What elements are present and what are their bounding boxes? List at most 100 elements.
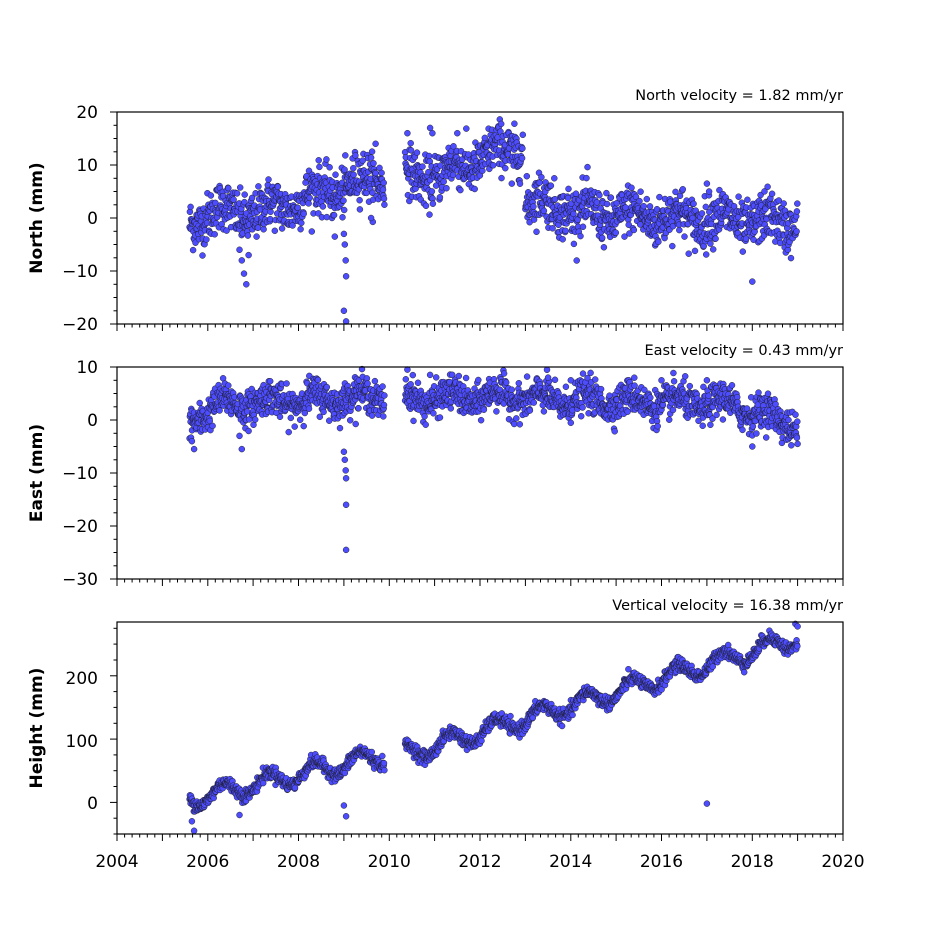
data-point — [523, 373, 531, 380]
data-point — [643, 195, 651, 203]
data-point — [793, 208, 801, 215]
data-point — [359, 157, 366, 164]
east-ytick-label: −30 — [62, 570, 98, 590]
data-point — [339, 214, 346, 221]
data-point — [241, 198, 248, 206]
data-point — [551, 175, 558, 182]
outlier-point — [238, 445, 246, 453]
data-point — [685, 250, 692, 257]
data-point — [519, 145, 526, 152]
data-point — [670, 369, 677, 377]
data-point — [241, 191, 248, 198]
east-ytick-label: 10 — [76, 358, 98, 378]
data-point — [587, 369, 594, 377]
data-point — [407, 139, 414, 147]
data-point — [187, 203, 194, 211]
data-point — [283, 380, 290, 387]
outlier-point — [342, 546, 350, 554]
data-point — [266, 215, 274, 223]
north-scatter-points — [186, 116, 801, 325]
north-velocity-annotation: North velocity = 1.82 mm/yr — [635, 88, 843, 104]
data-point — [577, 412, 585, 420]
data-point — [455, 372, 463, 380]
data-point — [573, 257, 580, 264]
data-point — [702, 251, 710, 258]
data-point — [368, 748, 376, 756]
data-point — [755, 389, 762, 396]
data-point — [776, 239, 784, 247]
data-point — [306, 194, 313, 202]
outlier-point — [236, 246, 243, 254]
data-point — [507, 712, 514, 720]
data-point — [709, 246, 717, 253]
data-point — [686, 382, 694, 390]
data-point — [788, 442, 795, 449]
data-point — [379, 383, 386, 390]
data-point — [274, 183, 282, 190]
data-point — [341, 166, 348, 173]
data-point — [540, 207, 548, 215]
data-point — [251, 416, 259, 423]
data-point — [705, 392, 712, 400]
data-point — [287, 414, 295, 422]
data-point — [305, 405, 313, 412]
data-point — [591, 376, 599, 383]
data-point — [315, 157, 322, 164]
data-point — [189, 246, 197, 254]
data-point — [297, 225, 304, 233]
data-point — [481, 134, 489, 142]
outlier-point — [705, 188, 713, 195]
data-point — [346, 417, 354, 424]
data-point — [340, 197, 347, 204]
data-point — [792, 411, 799, 418]
data-point — [356, 206, 364, 213]
data-point — [794, 200, 801, 207]
data-point — [463, 125, 470, 132]
data-point — [379, 752, 386, 760]
data-point — [559, 236, 566, 243]
data-point — [430, 410, 437, 417]
data-point — [216, 407, 223, 414]
data-point — [352, 420, 359, 428]
data-point — [523, 172, 531, 180]
data-point — [316, 413, 324, 421]
data-point — [739, 426, 746, 434]
data-point — [478, 737, 485, 745]
data-point — [428, 188, 436, 195]
north-ytick-label: −10 — [62, 262, 98, 282]
data-point — [502, 164, 509, 172]
data-point — [465, 151, 472, 158]
north-y-axis-label: North (mm) — [27, 162, 47, 273]
data-point — [368, 148, 376, 155]
data-point — [379, 186, 387, 193]
data-point — [326, 164, 333, 171]
data-point — [429, 200, 437, 207]
data-point — [342, 152, 349, 159]
data-point — [380, 759, 388, 767]
data-point — [640, 202, 647, 210]
data-point — [530, 399, 538, 406]
data-point — [225, 382, 232, 389]
data-point — [372, 169, 379, 177]
data-point — [409, 371, 417, 379]
data-point — [447, 405, 455, 412]
data-point — [647, 394, 654, 401]
north-ytick-label: 20 — [76, 103, 98, 123]
data-point — [319, 203, 327, 210]
data-point — [577, 232, 584, 240]
data-point — [612, 229, 620, 236]
data-point — [266, 377, 274, 385]
outlier-point — [658, 377, 665, 384]
data-point — [669, 406, 677, 414]
data-point — [739, 248, 747, 255]
data-point — [457, 186, 464, 194]
data-point — [596, 191, 603, 199]
data-point — [508, 386, 516, 393]
data-point — [340, 206, 348, 214]
data-point — [764, 390, 772, 397]
data-point — [562, 383, 570, 391]
data-point — [622, 204, 629, 211]
data-point — [572, 190, 580, 197]
data-point — [426, 211, 433, 218]
data-point — [584, 163, 591, 171]
